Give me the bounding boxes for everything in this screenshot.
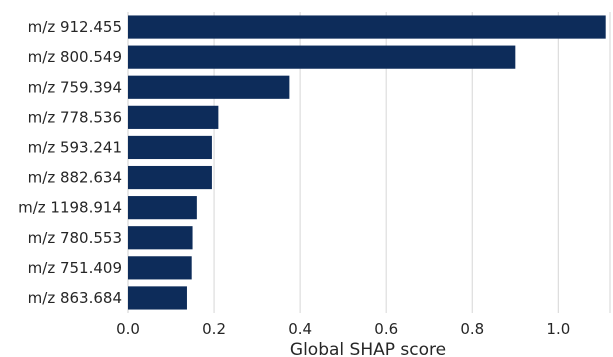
y-tick-label: m/z 780.553	[28, 229, 122, 247]
y-tick-label: m/z 593.241	[28, 138, 122, 156]
bar	[128, 165, 212, 190]
bar	[128, 135, 212, 160]
y-tick-labels: m/z 912.455 m/z 800.549 m/z 759.394 m/z 778…	[18, 18, 122, 307]
x-axis-label: Global SHAP score	[290, 340, 446, 357]
bar	[128, 15, 606, 39]
bar	[128, 226, 193, 250]
y-tick-label: m/z 912.455	[28, 18, 122, 36]
y-tick-label: m/z 778.536	[28, 108, 122, 126]
bar	[128, 256, 192, 280]
bar	[128, 105, 219, 129]
x-tick-label: 0.8	[460, 320, 484, 338]
y-tick-label: m/z 800.549	[28, 48, 122, 66]
x-tick-label: 0.6	[374, 320, 398, 338]
x-tick-label: 0.2	[202, 320, 226, 338]
bar	[128, 75, 290, 99]
y-tick-label: m/z 751.409	[28, 259, 122, 277]
x-tick-label: 1.0	[546, 320, 570, 338]
x-tick-label: 0.4	[288, 320, 312, 338]
y-tick-label: m/z 863.684	[28, 289, 122, 307]
y-tick-label: m/z 759.394	[28, 78, 122, 96]
y-tick-label: m/z 1198.914	[18, 199, 122, 217]
bars	[128, 15, 606, 310]
y-tick-label: m/z 882.634	[28, 169, 122, 187]
x-tick-label: 0.0	[116, 320, 140, 338]
bar	[128, 45, 516, 69]
bar	[128, 286, 187, 310]
bar	[128, 196, 197, 220]
x-tick-labels: 0.0 0.2 0.4 0.6 0.8 1.0	[116, 320, 570, 338]
